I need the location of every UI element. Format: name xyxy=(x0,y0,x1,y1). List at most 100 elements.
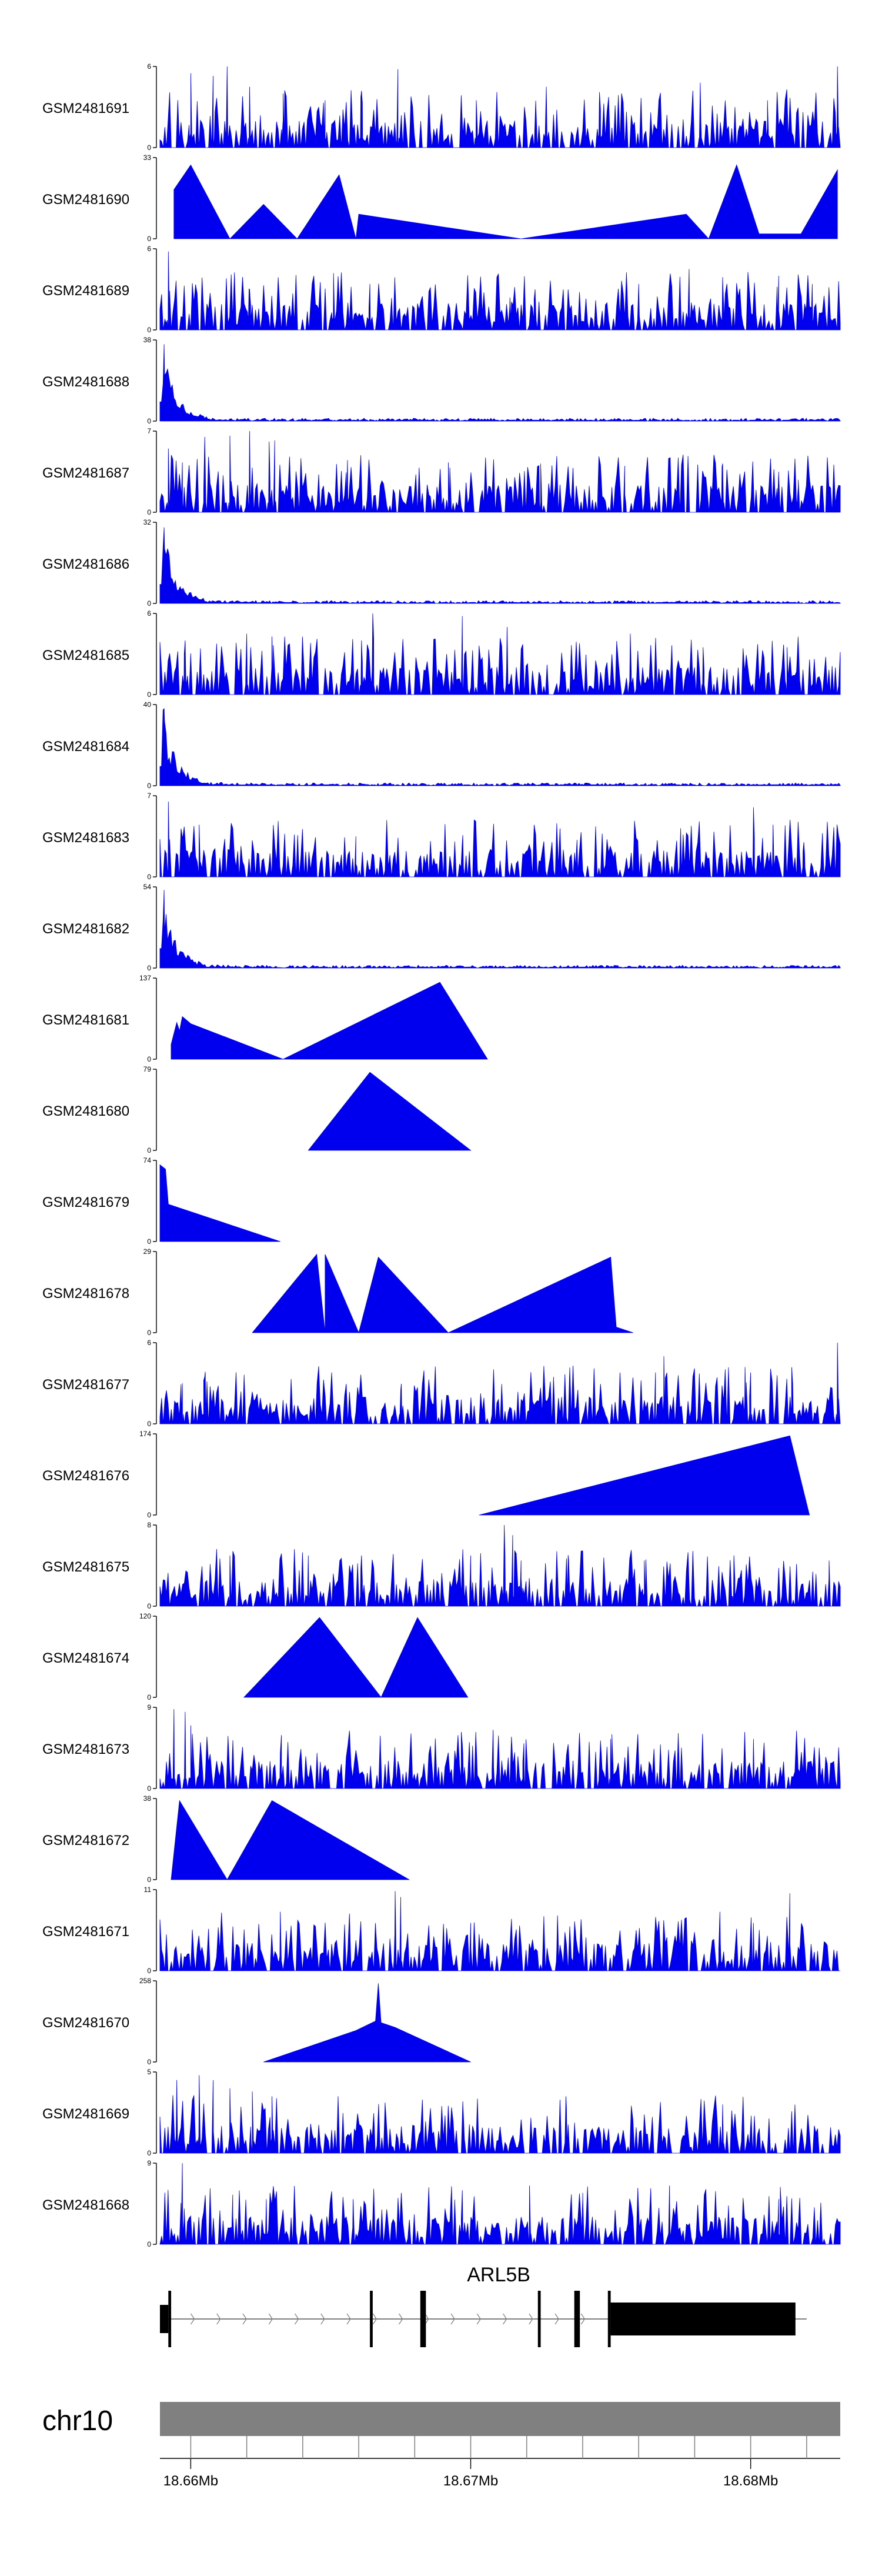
track-label: GSM2481690 xyxy=(42,192,129,208)
coverage-area xyxy=(243,1617,469,1698)
y-min-label: 0 xyxy=(147,144,151,152)
track-gsm2481682: GSM2481682 54 0 xyxy=(42,883,841,972)
y-min-label: 0 xyxy=(147,1693,151,1701)
track-gsm2481690: GSM2481690 33 0 xyxy=(42,154,838,243)
track-label: GSM2481670 xyxy=(42,2015,129,2031)
y-min-label: 0 xyxy=(147,1967,151,1975)
track-label: GSM2481686 xyxy=(42,556,129,572)
chromosome-label: chr10 xyxy=(42,2405,113,2437)
y-min-label: 0 xyxy=(147,1784,151,1793)
strand-arrow xyxy=(320,2313,325,2325)
y-max-label: 38 xyxy=(143,1794,152,1803)
coverage-area xyxy=(263,1983,471,2063)
track-label: GSM2481674 xyxy=(42,1650,129,1666)
chromosome-ideogram-track: chr10 18.66Mb 18.67Mb 18.68Mb xyxy=(42,2402,840,2489)
track-label: GSM2481668 xyxy=(42,2197,129,2213)
strand-arrow xyxy=(529,2313,533,2325)
track-label: GSM2481680 xyxy=(42,1103,129,1119)
y-max-label: 6 xyxy=(147,609,151,618)
track-label: GSM2481684 xyxy=(42,739,129,755)
y-min-label: 0 xyxy=(147,1511,151,1519)
coverage-area xyxy=(159,1524,841,1607)
gene-structure xyxy=(160,2291,807,2347)
coverage-area xyxy=(252,1253,633,1334)
strand-arrow xyxy=(242,2313,247,2325)
track-label: GSM2481676 xyxy=(42,1468,129,1484)
track-gsm2481676: GSM2481676 174 0 xyxy=(42,1430,810,1519)
chromosome-bar xyxy=(160,2402,840,2436)
track-label: GSM2481672 xyxy=(42,1833,129,1848)
coding-exon xyxy=(610,2303,796,2335)
track-label: GSM2481687 xyxy=(42,465,129,481)
y-max-label: 7 xyxy=(147,427,151,435)
y-min-label: 0 xyxy=(147,690,151,699)
track-label: GSM2481683 xyxy=(42,830,129,846)
track-gsm2481677: GSM2481677 6 0 xyxy=(42,1339,841,1428)
y-min-label: 0 xyxy=(147,1329,151,1337)
y-min-label: 0 xyxy=(147,1055,151,1063)
coverage-area xyxy=(159,890,841,969)
strand-arrow xyxy=(372,2313,377,2325)
track-gsm2481686: GSM2481686 32 0 xyxy=(42,518,841,608)
coverage-area xyxy=(159,251,841,331)
y-min-label: 0 xyxy=(147,2058,151,2066)
y-max-label: 258 xyxy=(139,1977,151,1985)
strand-arrow xyxy=(216,2313,221,2325)
track-label: GSM2481679 xyxy=(42,1194,129,1210)
y-min-label: 0 xyxy=(147,2240,151,2248)
coverage-area xyxy=(159,708,841,786)
y-max-label: 74 xyxy=(143,1156,152,1164)
coverage-area xyxy=(171,1800,410,1880)
strand-arrow xyxy=(190,2313,195,2325)
y-max-label: 40 xyxy=(143,700,152,709)
y-min-label: 0 xyxy=(147,1146,151,1154)
track-gsm2481683: GSM2481683 7 0 xyxy=(42,792,841,881)
y-min-label: 0 xyxy=(147,1876,151,1884)
track-gsm2481674: GSM2481674 120 0 xyxy=(42,1612,469,1701)
strand-arrow xyxy=(398,2313,403,2325)
y-max-label: 7 xyxy=(147,792,151,800)
strand-arrow xyxy=(554,2313,559,2325)
track-gsm2481679: GSM2481679 74 0 xyxy=(42,1156,280,1246)
track-gsm2481687: GSM2481687 7 0 xyxy=(42,427,841,516)
coverage-area xyxy=(479,1435,810,1516)
y-min-label: 0 xyxy=(147,417,151,425)
track-label: GSM2481689 xyxy=(42,283,129,299)
track-gsm2481684: GSM2481684 40 0 xyxy=(42,700,841,790)
track-label: GSM2481688 xyxy=(42,374,129,390)
y-min-label: 0 xyxy=(147,326,151,334)
strand-arrow xyxy=(268,2313,273,2325)
y-min-label: 0 xyxy=(147,235,151,243)
track-label: GSM2481671 xyxy=(42,1924,129,1940)
genome-axis: 18.66Mb 18.67Mb 18.68Mb xyxy=(160,2436,840,2489)
coverage-area xyxy=(159,1342,841,1424)
exon-marker xyxy=(574,2291,580,2347)
y-max-label: 38 xyxy=(143,336,152,344)
coverage-area xyxy=(159,1709,841,1789)
coverage-area xyxy=(159,2075,841,2154)
track-gsm2481671: GSM2481671 11 0 xyxy=(42,1886,840,1975)
strand-arrow xyxy=(502,2313,507,2325)
strand-arrow xyxy=(425,2313,429,2325)
track-label: GSM2481673 xyxy=(42,1741,129,1757)
track-label: GSM2481682 xyxy=(42,921,129,937)
y-max-label: 9 xyxy=(147,1703,151,1711)
coverage-area xyxy=(159,1164,280,1242)
exon-marker xyxy=(537,2291,541,2347)
y-max-label: 6 xyxy=(147,1339,151,1347)
axis-tick-label: 18.67Mb xyxy=(443,2473,498,2489)
exon-marker xyxy=(607,2291,611,2347)
y-max-label: 137 xyxy=(139,974,151,982)
exon-marker xyxy=(370,2291,373,2347)
utr-exon xyxy=(160,2305,169,2333)
y-max-label: 29 xyxy=(143,1247,152,1256)
y-min-label: 0 xyxy=(147,508,151,516)
track-gsm2481668: GSM2481668 9 0 xyxy=(42,2159,841,2248)
coverage-area xyxy=(159,2163,841,2245)
coverage-area xyxy=(159,66,841,148)
track-gsm2481688: GSM2481688 38 0 xyxy=(42,336,841,425)
track-label: GSM2481677 xyxy=(42,1377,129,1393)
coverage-area xyxy=(159,431,841,513)
y-max-label: 174 xyxy=(139,1430,151,1438)
